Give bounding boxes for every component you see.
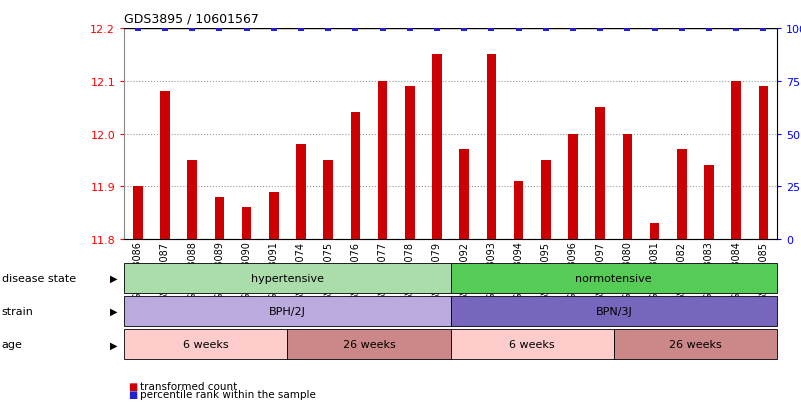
- Bar: [124, 297, 450, 326]
- Bar: [650, 224, 659, 240]
- Bar: [614, 330, 777, 359]
- Point: [512, 26, 525, 32]
- Point: [431, 26, 444, 32]
- Bar: [541, 161, 550, 240]
- Bar: [378, 81, 388, 240]
- Text: transformed count: transformed count: [140, 381, 237, 391]
- Bar: [242, 208, 252, 240]
- Text: 26 weeks: 26 weeks: [343, 339, 396, 349]
- Point: [730, 26, 743, 32]
- Point: [349, 26, 362, 32]
- Point: [757, 26, 770, 32]
- Text: ■: ■: [128, 389, 138, 399]
- Point: [621, 26, 634, 32]
- Text: disease state: disease state: [2, 273, 76, 283]
- Bar: [704, 166, 714, 240]
- Point: [702, 26, 715, 32]
- Bar: [759, 87, 768, 240]
- Bar: [731, 81, 741, 240]
- Text: ▶: ▶: [111, 306, 118, 316]
- Bar: [269, 192, 279, 240]
- Bar: [677, 150, 686, 240]
- Text: normotensive: normotensive: [575, 273, 652, 283]
- Bar: [215, 197, 224, 240]
- Text: ■: ■: [128, 381, 138, 391]
- Point: [240, 26, 253, 32]
- Text: ▶: ▶: [111, 273, 118, 283]
- Bar: [324, 161, 333, 240]
- Text: strain: strain: [2, 306, 34, 316]
- Point: [213, 26, 226, 32]
- Bar: [351, 113, 360, 240]
- Bar: [451, 263, 777, 293]
- Bar: [187, 161, 197, 240]
- Bar: [160, 92, 170, 240]
- Point: [159, 26, 171, 32]
- Point: [539, 26, 552, 32]
- Text: hypertensive: hypertensive: [251, 273, 324, 283]
- Point: [131, 26, 144, 32]
- Text: percentile rank within the sample: percentile rank within the sample: [140, 389, 316, 399]
- Bar: [513, 182, 523, 240]
- Point: [648, 26, 661, 32]
- Bar: [568, 134, 578, 240]
- Point: [376, 26, 389, 32]
- Bar: [433, 55, 441, 240]
- Point: [186, 26, 199, 32]
- Bar: [451, 330, 614, 359]
- Text: BPN/3J: BPN/3J: [595, 306, 632, 316]
- Bar: [486, 55, 496, 240]
- Bar: [288, 330, 450, 359]
- Bar: [124, 330, 288, 359]
- Bar: [595, 108, 605, 240]
- Bar: [460, 150, 469, 240]
- Text: 6 weeks: 6 weeks: [183, 339, 228, 349]
- Point: [594, 26, 606, 32]
- Bar: [405, 87, 415, 240]
- Bar: [622, 134, 632, 240]
- Bar: [451, 297, 777, 326]
- Point: [268, 26, 280, 32]
- Bar: [124, 263, 450, 293]
- Text: 26 weeks: 26 weeks: [669, 339, 722, 349]
- Text: BPH/2J: BPH/2J: [269, 306, 306, 316]
- Bar: [296, 145, 306, 240]
- Point: [295, 26, 308, 32]
- Point: [457, 26, 470, 32]
- Point: [675, 26, 688, 32]
- Text: GDS3895 / 10601567: GDS3895 / 10601567: [124, 12, 259, 25]
- Point: [322, 26, 335, 32]
- Point: [566, 26, 579, 32]
- Text: ▶: ▶: [111, 339, 118, 349]
- Bar: [133, 187, 143, 240]
- Point: [485, 26, 497, 32]
- Text: age: age: [2, 339, 22, 349]
- Text: 6 weeks: 6 weeks: [509, 339, 555, 349]
- Point: [404, 26, 417, 32]
